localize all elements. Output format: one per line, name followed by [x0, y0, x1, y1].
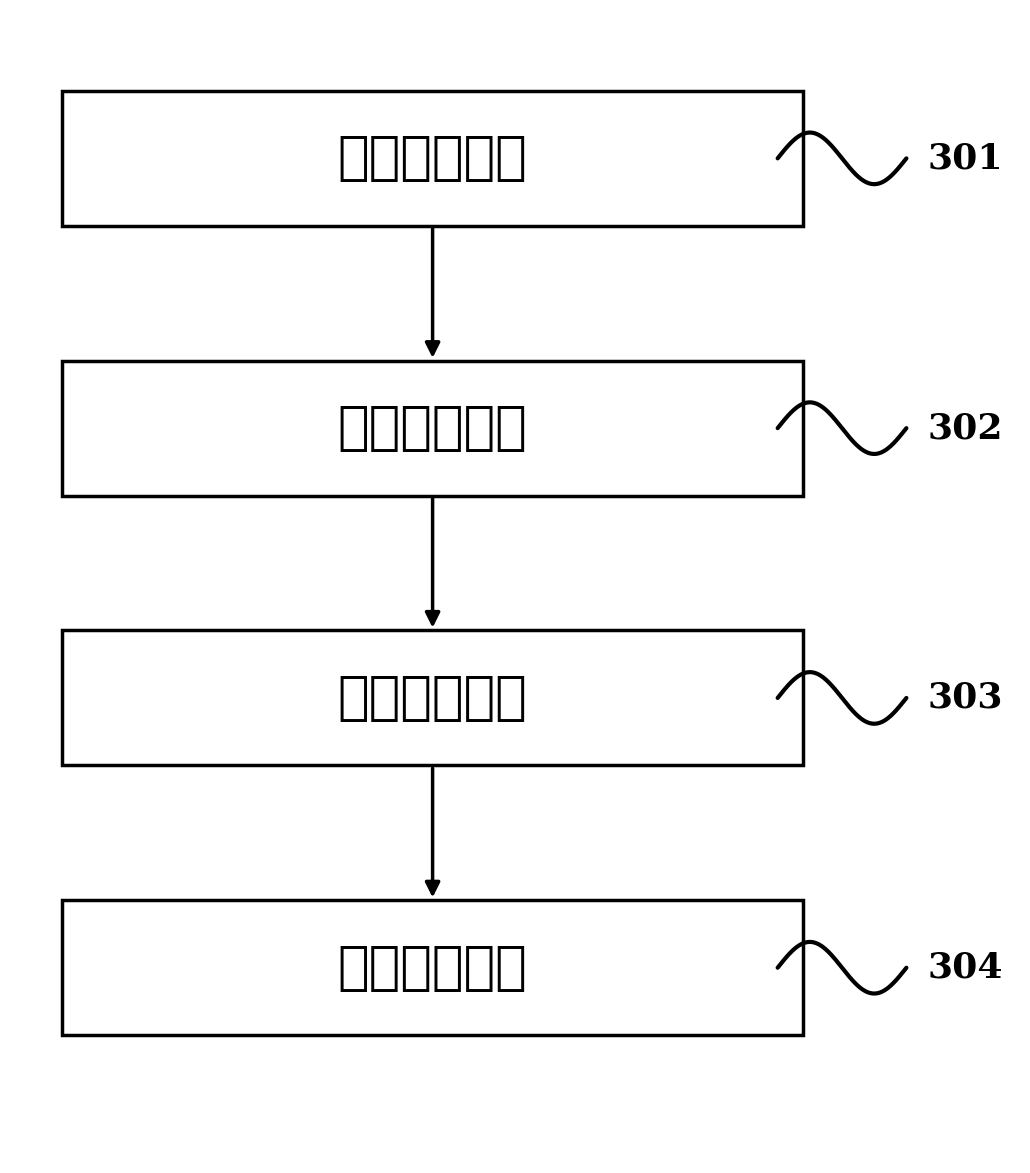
Text: 304: 304: [927, 951, 1002, 984]
Bar: [62, 901, 803, 1036]
Text: 303: 303: [927, 682, 1002, 714]
Text: 301: 301: [927, 142, 1002, 175]
Text: 故障检测模块: 故障检测模块: [338, 402, 527, 454]
Bar: [62, 91, 803, 225]
Bar: [62, 361, 803, 495]
Text: 信号获取模块: 信号获取模块: [338, 133, 527, 184]
Text: 等级确定模块: 等级确定模块: [338, 672, 527, 724]
Bar: [62, 631, 803, 765]
Text: 302: 302: [927, 412, 1002, 445]
Text: 故障处理模块: 故障处理模块: [338, 942, 527, 994]
